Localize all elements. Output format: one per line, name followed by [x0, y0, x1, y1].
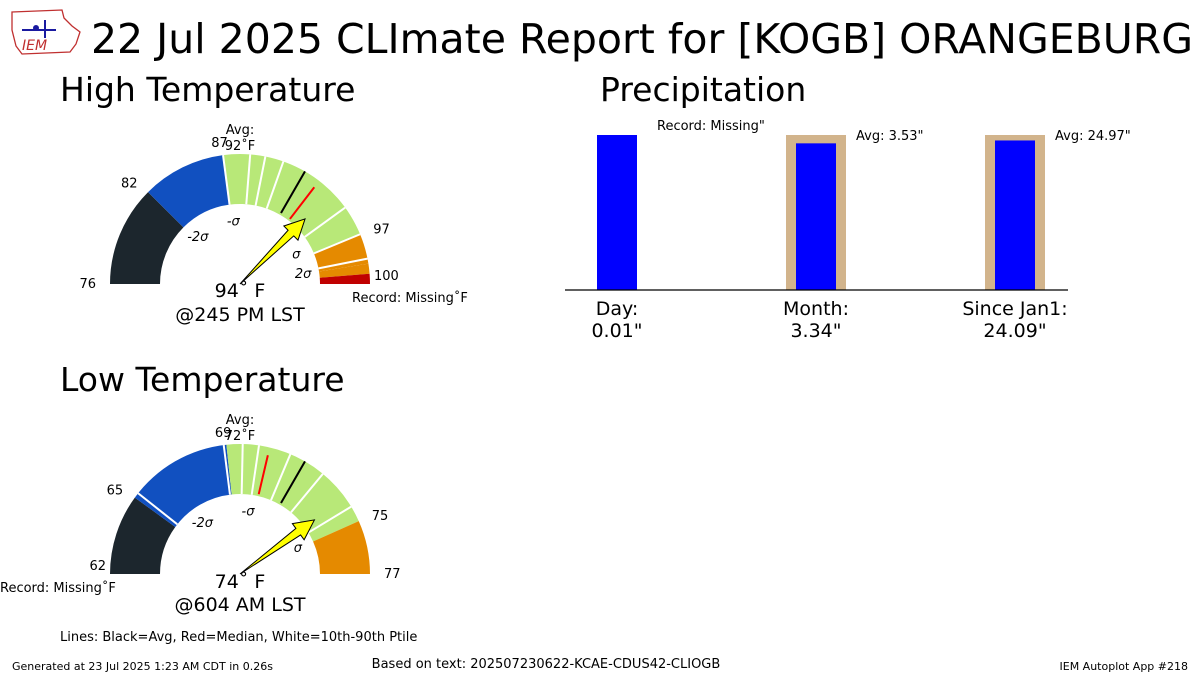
low-temp-record: Record: Missing˚F: [0, 580, 116, 596]
gauge-tick-label: 65: [107, 484, 124, 499]
percentile-line: [222, 154, 231, 205]
precip-annotation: Avg: 3.53": [856, 129, 924, 144]
low-temp-gauge: 65 69 75 77 62 -2σ -σ σ: [89, 426, 400, 582]
precip-observed-bar: [796, 143, 836, 290]
average-line: [280, 460, 306, 504]
percentile-line: [290, 473, 324, 513]
percentile-line: [318, 257, 368, 270]
precip-observed-bar: [995, 140, 1035, 290]
iem-logo: IEM: [11, 9, 81, 55]
gauge-tick-label: 100: [374, 269, 399, 284]
precip-category-label: Day:: [596, 298, 639, 320]
gauge-tick-label: 77: [384, 567, 401, 582]
precip-category-label: Since Jan1:: [962, 298, 1067, 320]
percentile-line: [304, 206, 346, 238]
gauge-sigma-label: -2σ: [187, 230, 209, 245]
gauge-band: [313, 521, 370, 574]
median-line: [257, 454, 269, 495]
low-temp-time: @604 AM LST: [175, 594, 306, 616]
high-temp-value: 94˚ F: [215, 280, 266, 302]
high-temp-record: Record: Missing˚F: [352, 290, 468, 306]
footer-app: IEM Autoplot App #218: [1060, 660, 1189, 673]
low-temp-value: 74˚ F: [215, 571, 266, 593]
low-temp-title: Low Temperature: [60, 360, 345, 399]
percentile-line: [137, 492, 178, 526]
gauge-needle: [239, 519, 316, 575]
low-temp-avg-value: 72˚F: [225, 428, 256, 444]
gauge-band: [148, 155, 230, 228]
footer-based-on: Based on text: 202507230622-KCAE-CDUS42-…: [372, 657, 721, 672]
gauge-tick-label: 76: [79, 277, 96, 292]
gauge-sigma-label: -σ: [242, 505, 256, 520]
gauge-sigma-label: -σ: [227, 214, 241, 229]
gauge-sigma-label: -2σ: [192, 516, 214, 531]
precip-observed-bar: [597, 135, 637, 290]
gauge-tick-label: 97: [373, 223, 390, 238]
percentile-line: [313, 233, 361, 255]
percentile-line: [254, 156, 267, 206]
logo-text: IEM: [22, 38, 47, 54]
precip-value-label: 0.01": [591, 320, 642, 342]
gauge-tick-label: 82: [121, 177, 138, 192]
gauge-band: [110, 497, 176, 574]
gauge-tick-label: 75: [372, 509, 389, 524]
percentile-line: [307, 505, 352, 534]
percentile-line: [240, 444, 244, 495]
high-temp-avg-label: Avg:: [226, 123, 254, 138]
gauge-band: [319, 263, 370, 278]
percentile-line: [270, 453, 292, 501]
precip-value-label: 3.34": [790, 320, 841, 342]
median-line: [289, 186, 316, 220]
gauge-needle: [239, 218, 306, 285]
gauge-sigma-label: 2σ: [295, 267, 312, 282]
high-temp-avg-value: 92˚F: [225, 138, 256, 154]
gauge-band: [226, 444, 359, 542]
gauge-band: [134, 444, 232, 527]
gauge-tick-label: 87: [211, 136, 228, 151]
average-line: [280, 170, 306, 214]
precip-value-label: 24.09": [983, 320, 1046, 342]
gauge-band: [223, 154, 361, 254]
gauge-band: [110, 192, 184, 284]
gauge-sigma-label: σ: [292, 247, 301, 262]
gauge-tick-label: 69: [215, 426, 232, 441]
gauge-band: [319, 273, 370, 284]
percentile-line: [222, 444, 231, 495]
report-title: 22 Jul 2025 CLImate Report for [KOGB] OR…: [91, 15, 1193, 63]
low-temp-avg-label: Avg:: [226, 413, 254, 428]
precip-title: Precipitation: [600, 70, 806, 109]
percentile-line: [265, 161, 285, 209]
precip-category-label: Month:: [783, 298, 849, 320]
precip-annotation: Avg: 24.97": [1055, 129, 1131, 144]
gauge-tick-label: 62: [89, 559, 106, 574]
gauge-sigma-label: σ: [294, 541, 303, 556]
percentile-line: [250, 445, 260, 496]
high-temp-time: @245 PM LST: [175, 304, 305, 326]
precip-annotation: Record: Missing": [657, 119, 765, 134]
high-temp-gauge: 76 82 87 97 100 -2σ -σ σ 2σ: [79, 136, 398, 292]
legend-note: Lines: Black=Avg, Red=Median, White=10th…: [60, 630, 417, 645]
high-temp-title: High Temperature: [60, 70, 355, 109]
footer-generated: Generated at 23 Jul 2025 1:23 AM CDT in …: [12, 660, 273, 673]
percentile-line: [245, 154, 252, 205]
precip-bar-chart: Record: Missing" Day:0.01" Avg: 3.53" Month…: [565, 119, 1131, 342]
